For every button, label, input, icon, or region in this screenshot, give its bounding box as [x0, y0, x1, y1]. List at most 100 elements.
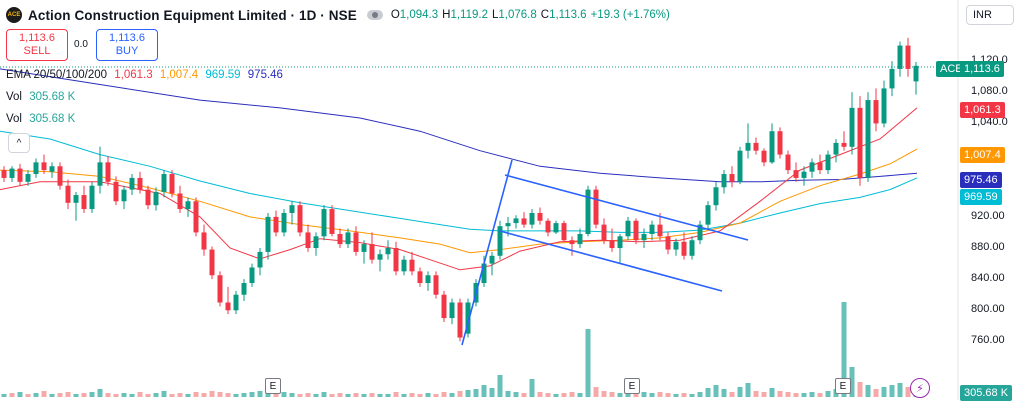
volume-bar	[417, 394, 423, 397]
volume-bar	[873, 389, 879, 397]
collapse-legend-button[interactable]: ^	[8, 133, 30, 153]
candle-body	[385, 248, 391, 255]
vol-value: 305.68 K	[29, 91, 76, 103]
ema200-line	[0, 68, 918, 183]
volume-bar	[321, 392, 327, 397]
earnings-marker[interactable]: E	[624, 378, 640, 394]
vol-label: Vol	[6, 91, 22, 103]
volume-bar	[721, 389, 727, 397]
candle-body	[577, 233, 583, 245]
candle-body	[9, 168, 15, 178]
earnings-marker[interactable]: E	[265, 378, 281, 394]
candle-body	[297, 205, 303, 233]
candle-body	[769, 131, 775, 163]
candle-body	[17, 168, 23, 182]
candle-body	[753, 142, 759, 151]
candle-body	[417, 271, 423, 284]
candle-body	[345, 232, 351, 245]
volume-bar	[81, 393, 87, 397]
volume-bar	[25, 394, 31, 397]
candle-body	[897, 45, 903, 69]
candle-body	[249, 267, 255, 284]
vol-legend-2[interactable]: Vol 305.68 K	[6, 113, 79, 125]
price-tick-label: 1,080.0	[971, 85, 1008, 98]
candle-body	[529, 212, 535, 225]
volume-bar	[185, 394, 191, 397]
volume-bar	[9, 393, 15, 397]
volume-bar	[825, 391, 831, 397]
volume-bar	[609, 392, 615, 397]
volume-bar	[881, 387, 887, 397]
ema20-line	[0, 107, 918, 271]
ohlc-label: C	[540, 9, 550, 21]
candle-body	[201, 232, 207, 250]
spread-value: 0.0	[74, 38, 88, 50]
volume-bar	[857, 382, 863, 397]
ema-legend[interactable]: EMA 20/50/100/200 1,061.3 1,007.4 969.59…	[6, 69, 287, 81]
volume-bar	[841, 302, 847, 397]
volume-bar	[409, 393, 415, 397]
lightning-icon[interactable]: ⚡	[910, 378, 930, 398]
candle-body	[257, 251, 263, 268]
volume-bar	[513, 392, 519, 397]
volume-bar	[761, 392, 767, 397]
ohlc-item: C1,113.6	[541, 9, 587, 21]
ema20-tag: 1,061.3	[960, 102, 1005, 118]
candle-body	[537, 212, 543, 221]
candle-body	[489, 255, 495, 264]
candle-body	[89, 185, 95, 210]
candle-body	[569, 240, 575, 245]
candle-body	[481, 263, 487, 284]
volume-bar	[193, 392, 199, 397]
candle-body	[737, 150, 743, 182]
earnings-marker[interactable]: E	[835, 378, 851, 394]
volume-bar	[241, 393, 247, 397]
eye-icon[interactable]	[366, 10, 383, 20]
candle-body	[337, 233, 343, 245]
candle-body	[521, 218, 527, 225]
ema100-tag: 969.59	[960, 189, 1002, 205]
candle-body	[609, 240, 615, 248]
channel-line	[499, 230, 723, 292]
volume-bar	[153, 393, 159, 397]
volume-bar	[537, 392, 543, 397]
candle-body	[25, 174, 31, 182]
volume-bar	[57, 393, 63, 397]
candle-body	[425, 275, 431, 284]
ohlc-label: L	[491, 9, 499, 21]
volume-bar	[601, 391, 607, 397]
volume-bar	[489, 388, 495, 397]
candle-body	[81, 195, 87, 210]
candle-body	[441, 294, 447, 319]
candle-body	[545, 220, 551, 233]
sell-button[interactable]: 1,113.6 SELL	[6, 29, 68, 61]
candle-body	[49, 166, 55, 172]
candle-body	[313, 236, 319, 248]
candle-body	[857, 107, 863, 178]
symbol-title[interactable]: Action Construction Equipment Limited · …	[28, 7, 357, 23]
candle-body	[809, 162, 815, 172]
volume-bar	[641, 392, 647, 397]
candle-body	[593, 189, 599, 225]
candle-body	[849, 107, 855, 147]
currency-selector[interactable]: INR	[966, 5, 1014, 25]
volume-bar	[97, 389, 103, 397]
vol-legend-1[interactable]: Vol 305.68 K	[6, 91, 79, 103]
volume-bar	[273, 393, 279, 397]
volume-bar	[433, 394, 439, 397]
volume-bar	[593, 387, 599, 397]
vol-label: Vol	[6, 113, 22, 125]
candle-body	[265, 216, 271, 252]
volume-bar	[73, 394, 79, 397]
volume-bar	[337, 393, 343, 397]
buy-button[interactable]: 1,113.6 BUY	[96, 29, 158, 61]
candle-body	[233, 294, 239, 311]
candle-body	[657, 224, 663, 237]
channel-drawing[interactable]	[461, 159, 749, 346]
candle-body	[825, 154, 831, 171]
volume-tag: 305.68 K	[960, 385, 1013, 401]
ohlc-item: H1,119.2	[442, 9, 488, 21]
vol-value: 305.68 K	[29, 113, 76, 125]
volume-bar	[785, 392, 791, 397]
